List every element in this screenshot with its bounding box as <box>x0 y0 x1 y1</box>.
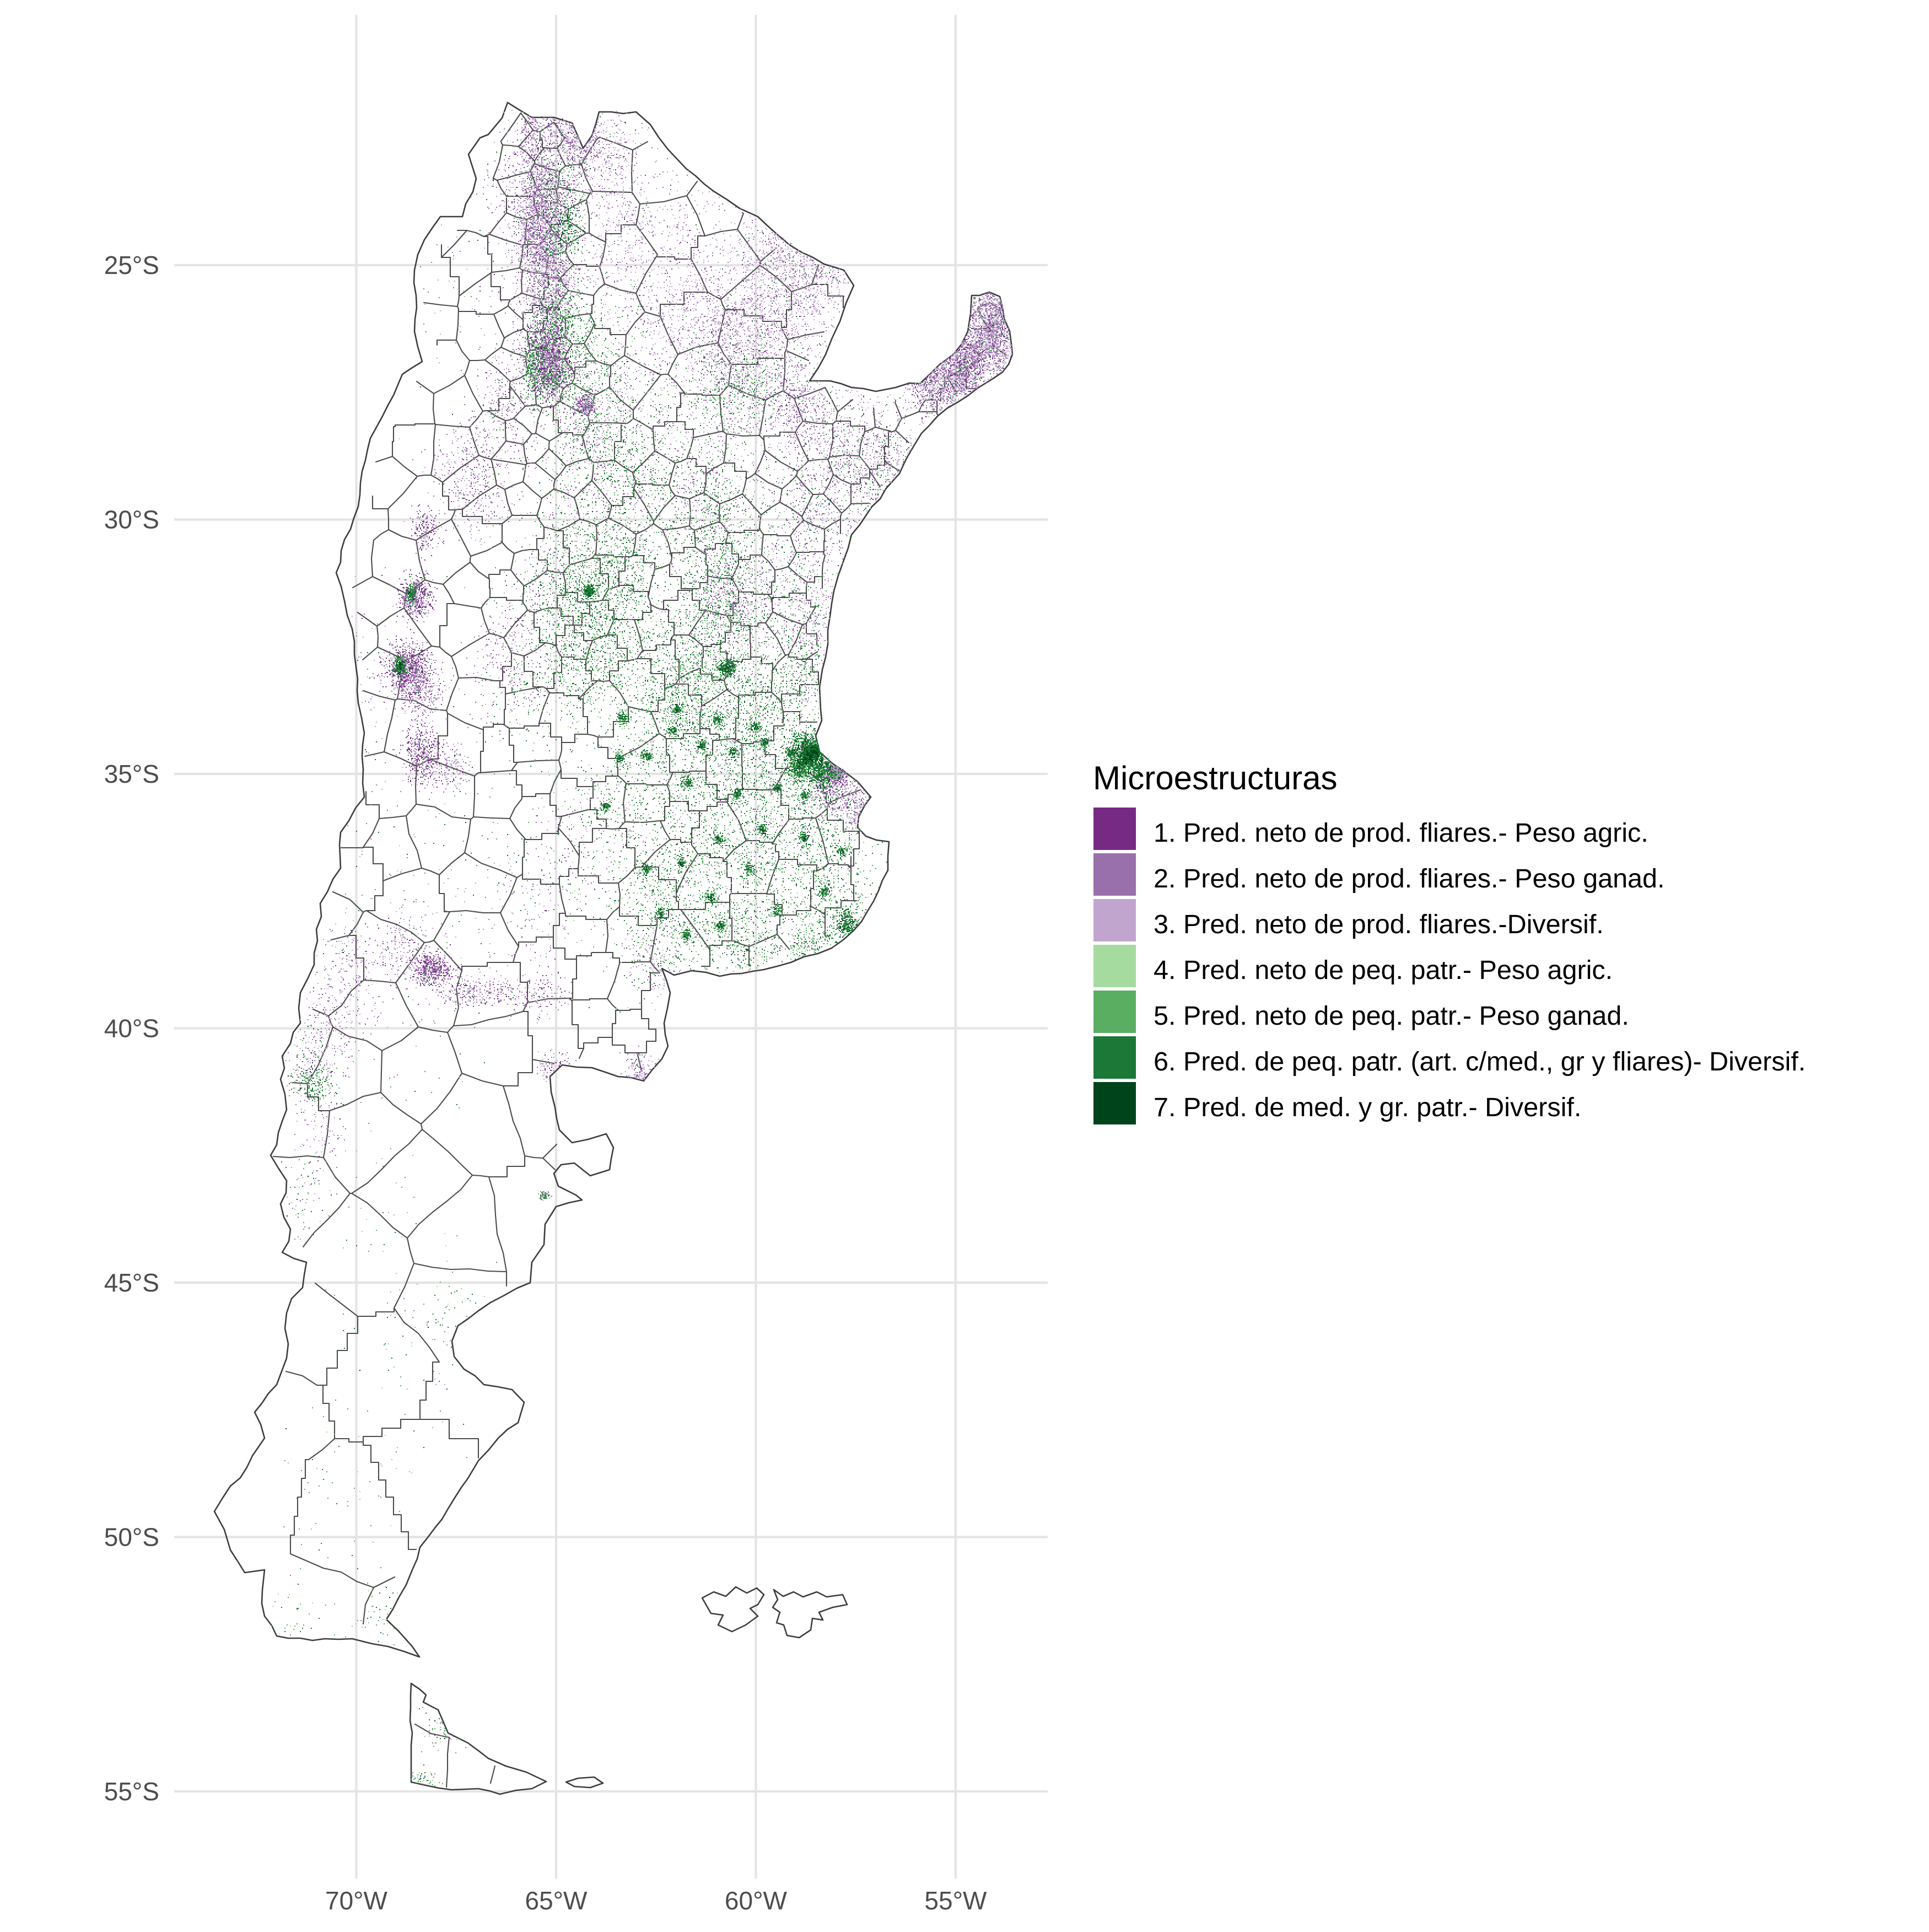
svg-text:50°S: 50°S <box>104 1523 159 1552</box>
svg-text:4. Pred. neto de peq. patr.- P: 4. Pred. neto de peq. patr.- Peso agric. <box>1154 955 1613 985</box>
svg-text:60°W: 60°W <box>725 1886 788 1915</box>
svg-text:25°S: 25°S <box>104 251 159 279</box>
svg-text:30°S: 30°S <box>104 505 159 534</box>
svg-text:3. Pred. neto de prod. fliares: 3. Pred. neto de prod. fliares.-Diversif… <box>1154 910 1604 939</box>
svg-text:1. Pred. neto de prod. fliares: 1. Pred. neto de prod. fliares.- Peso ag… <box>1154 818 1648 848</box>
svg-text:5. Pred. neto de peq. patr.- P: 5. Pred. neto de peq. patr.- Peso ganad. <box>1154 1001 1629 1031</box>
svg-text:70°W: 70°W <box>325 1886 388 1915</box>
svg-text:55°W: 55°W <box>924 1886 987 1915</box>
svg-text:6. Pred. de peq. patr. (art. c: 6. Pred. de peq. patr. (art. c/med., gr … <box>1154 1047 1806 1077</box>
svg-text:45°S: 45°S <box>104 1268 159 1297</box>
svg-text:Microestructuras: Microestructuras <box>1093 760 1337 797</box>
svg-text:2. Pred. neto de prod. fliares: 2. Pred. neto de prod. fliares.- Peso ga… <box>1154 864 1664 894</box>
svg-text:7. Pred. de med. y gr. patr.-: 7. Pred. de med. y gr. patr.- Diversif. <box>1154 1093 1581 1122</box>
svg-text:35°S: 35°S <box>104 760 159 788</box>
svg-text:55°S: 55°S <box>104 1777 159 1806</box>
svg-text:40°S: 40°S <box>104 1014 159 1043</box>
svg-text:65°W: 65°W <box>525 1886 588 1915</box>
